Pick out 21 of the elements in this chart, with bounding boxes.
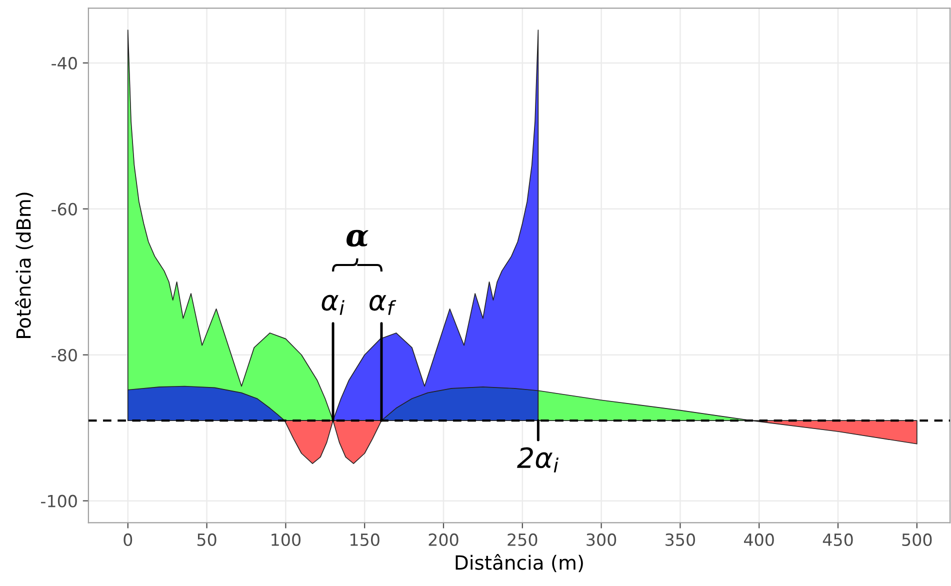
- annotation: α$_{i}$: [322, 294, 344, 315]
- x-tick-label: 150: [350, 533, 380, 546]
- x-tick-label: 400: [744, 533, 774, 546]
- x-tick-label: 0: [124, 533, 132, 546]
- x-axis-title: Distância (m): [456, 554, 583, 572]
- y-tick-label: -80: [52, 348, 77, 362]
- x-tick-label: 50: [197, 533, 216, 546]
- annotation: α: [346, 230, 368, 247]
- y-tick-label: -60: [52, 202, 77, 216]
- y-tick-label: -100: [41, 494, 77, 508]
- y-axis-title: Potência (dBm): [15, 192, 34, 338]
- x-tick-label: 450: [822, 533, 853, 546]
- y-tick-label: -40: [52, 56, 77, 70]
- x-tick-label: 350: [666, 533, 696, 546]
- x-tick-label: 300: [586, 533, 616, 546]
- annotation: 2α$_{i}$: [517, 447, 558, 472]
- x-tick-label: 500: [902, 533, 932, 546]
- annotation: α$_{f}$: [370, 294, 396, 315]
- x-tick-label: 100: [272, 533, 300, 546]
- x-tick-label: 250: [508, 533, 538, 546]
- x-tick-label: 200: [428, 533, 458, 546]
